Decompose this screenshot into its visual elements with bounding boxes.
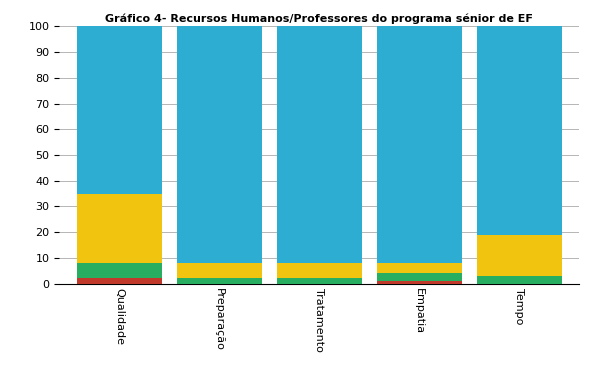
Bar (277, 263, 362, 278)
Bar (77, 194, 161, 263)
Bar (376, 273, 462, 281)
Bar (77, 26, 161, 194)
Bar (277, 278, 362, 284)
Bar (477, 276, 561, 284)
Bar (376, 26, 462, 263)
Bar (77, 263, 161, 278)
Bar (477, 26, 561, 235)
Bar (277, 26, 362, 263)
Bar (477, 235, 561, 276)
Title: Gráfico 4- Recursos Humanos/Professores do programa sénior de EF: Gráfico 4- Recursos Humanos/Professores … (105, 14, 533, 24)
Bar (77, 278, 161, 284)
Bar (177, 278, 262, 284)
Bar (177, 26, 262, 263)
Bar (376, 263, 462, 273)
Bar (376, 281, 462, 284)
Bar (177, 263, 262, 278)
